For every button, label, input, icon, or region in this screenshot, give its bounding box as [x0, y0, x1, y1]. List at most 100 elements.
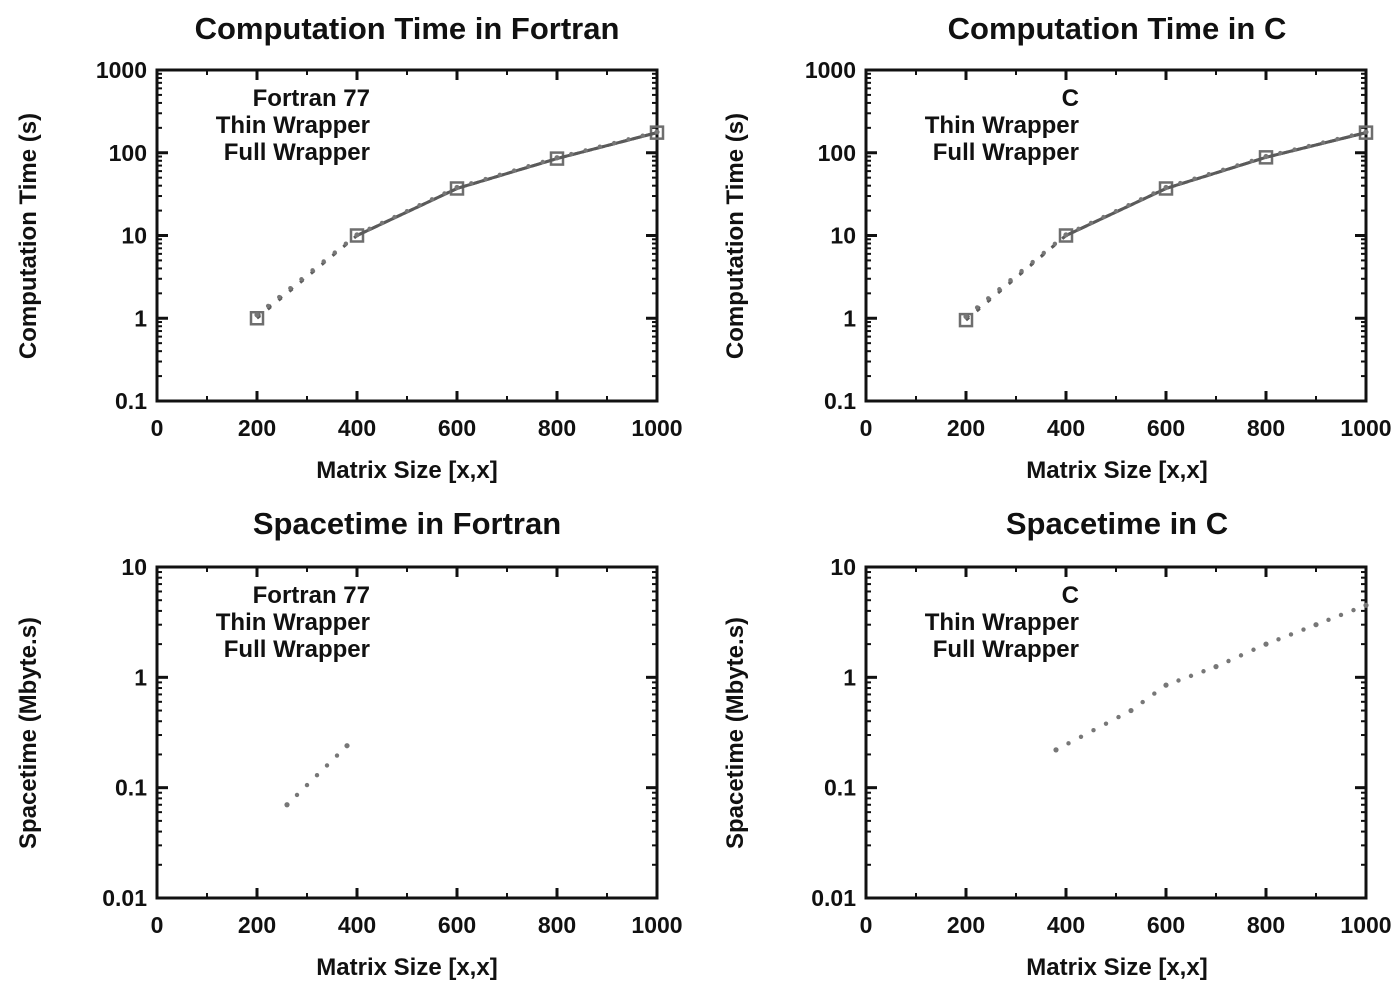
- series-dot: [1052, 241, 1058, 247]
- data-point: [449, 181, 465, 196]
- x-tick-label: 800: [1247, 415, 1285, 441]
- series-dot: [1113, 208, 1119, 214]
- series-dot: [997, 287, 1002, 292]
- series-dot: [1019, 268, 1024, 274]
- series-dot: [1335, 136, 1340, 142]
- y-axis-label: Spacetime (Mbyte.s): [722, 617, 749, 849]
- data-point: [549, 151, 565, 166]
- series-dot: [583, 148, 588, 153]
- series-dot: [1178, 180, 1183, 186]
- data-point: [1163, 682, 1169, 688]
- chart-panel-c-spacetime: Spacetime in C Matrix Size [x,x] Spaceti…: [722, 506, 1392, 981]
- data-point: [1263, 641, 1269, 647]
- data-point: [454, 184, 460, 191]
- series-dot: [1151, 191, 1156, 196]
- series-dot: [469, 181, 474, 186]
- y-tick-label: 0.1: [115, 775, 147, 801]
- legend-entry: Thin Wrapper: [925, 112, 1079, 139]
- series-dot: [1101, 214, 1106, 220]
- chart-panel-fortran-spacetime: Spacetime in Fortran Matrix Size [x,x] S…: [15, 506, 683, 981]
- series-dot: [1251, 647, 1256, 652]
- series-dot: [314, 773, 320, 778]
- legend-entry: Fortran 77: [253, 85, 370, 112]
- y-tick-label: 0.01: [102, 885, 147, 911]
- x-tick-label: 1000: [631, 912, 682, 938]
- data-point: [354, 232, 360, 238]
- x-tick-label: 600: [438, 912, 476, 938]
- x-tick-label: 400: [338, 415, 376, 441]
- y-tick-label: 1: [134, 305, 147, 331]
- x-tick-label: 200: [947, 415, 985, 441]
- series-dot: [1276, 637, 1281, 642]
- series-dot: [277, 294, 282, 300]
- legend-entry: Thin Wrapper: [925, 609, 1079, 636]
- series-dot: [626, 137, 631, 142]
- series-dot: [1306, 143, 1312, 149]
- series-dot: [1278, 150, 1283, 156]
- series-dot: [1041, 250, 1046, 256]
- x-axis-label: Matrix Size [x,x]: [1026, 457, 1207, 484]
- y-tick-label: 100: [109, 140, 147, 166]
- series-dot: [1066, 741, 1071, 746]
- series-dot: [404, 208, 410, 214]
- data-point: [1363, 129, 1369, 135]
- series-dot: [1226, 658, 1231, 664]
- series-dot: [299, 277, 304, 282]
- data-point: [1213, 664, 1219, 670]
- data-point: [1128, 707, 1134, 714]
- data-point: [1313, 622, 1319, 628]
- series-dot: [1220, 167, 1226, 173]
- series-line-segment: [256, 234, 358, 318]
- series-line-segment: [965, 234, 1067, 320]
- data-point: [1058, 228, 1074, 243]
- x-tick-label: 400: [338, 912, 376, 938]
- series-dot: [321, 259, 326, 264]
- x-tick-label: 200: [238, 415, 276, 441]
- legend-entry: Thin Wrapper: [216, 609, 370, 636]
- series-line-segment: [556, 131, 658, 161]
- data-point: [1163, 184, 1169, 191]
- series-line-segment: [1265, 131, 1367, 159]
- y-tick-label: 0.1: [824, 775, 856, 801]
- series-dot: [1201, 669, 1206, 674]
- series-dot: [1188, 673, 1194, 679]
- series-dot: [1192, 176, 1197, 181]
- series-dot: [1292, 147, 1297, 152]
- chart-title: Spacetime in C: [1006, 506, 1228, 541]
- y-tick-label: 10: [830, 554, 856, 580]
- series-line-segment: [456, 157, 558, 190]
- y-tick-label: 1: [134, 664, 147, 690]
- series-dot: [1152, 691, 1157, 696]
- x-tick-label: 0: [151, 912, 164, 938]
- x-tick-label: 800: [538, 415, 576, 441]
- series-dot: [1249, 158, 1254, 164]
- legend-entry: C: [1062, 85, 1079, 112]
- series-line-segment: [965, 234, 1067, 322]
- series-dot: [1076, 226, 1081, 232]
- series-dot: [986, 296, 991, 301]
- series-dot: [1088, 220, 1094, 226]
- x-tick-label: 200: [947, 912, 985, 938]
- series-dot: [379, 220, 385, 226]
- legend-entry: Full Wrapper: [224, 636, 370, 663]
- legend-entry: Full Wrapper: [224, 139, 370, 166]
- series-dot: [611, 140, 617, 146]
- data-point: [1053, 747, 1059, 753]
- series-dot: [294, 792, 300, 798]
- y-tick-label: 0.1: [115, 388, 147, 414]
- x-tick-label: 1000: [1340, 912, 1391, 938]
- series-dot: [288, 285, 293, 291]
- x-tick-label: 0: [860, 415, 873, 441]
- series-dot: [1301, 627, 1306, 632]
- series-dot: [1235, 163, 1240, 168]
- series-dot: [540, 159, 545, 165]
- data-point: [349, 228, 365, 243]
- series-dot: [1288, 632, 1294, 637]
- series-dot: [1103, 721, 1109, 726]
- data-point: [554, 155, 560, 161]
- series-dot: [442, 191, 447, 196]
- chart-title: Computation Time in Fortran: [195, 11, 620, 46]
- series-dot: [367, 226, 372, 232]
- x-axis-label: Matrix Size [x,x]: [316, 954, 497, 981]
- series-line-segment: [256, 234, 358, 320]
